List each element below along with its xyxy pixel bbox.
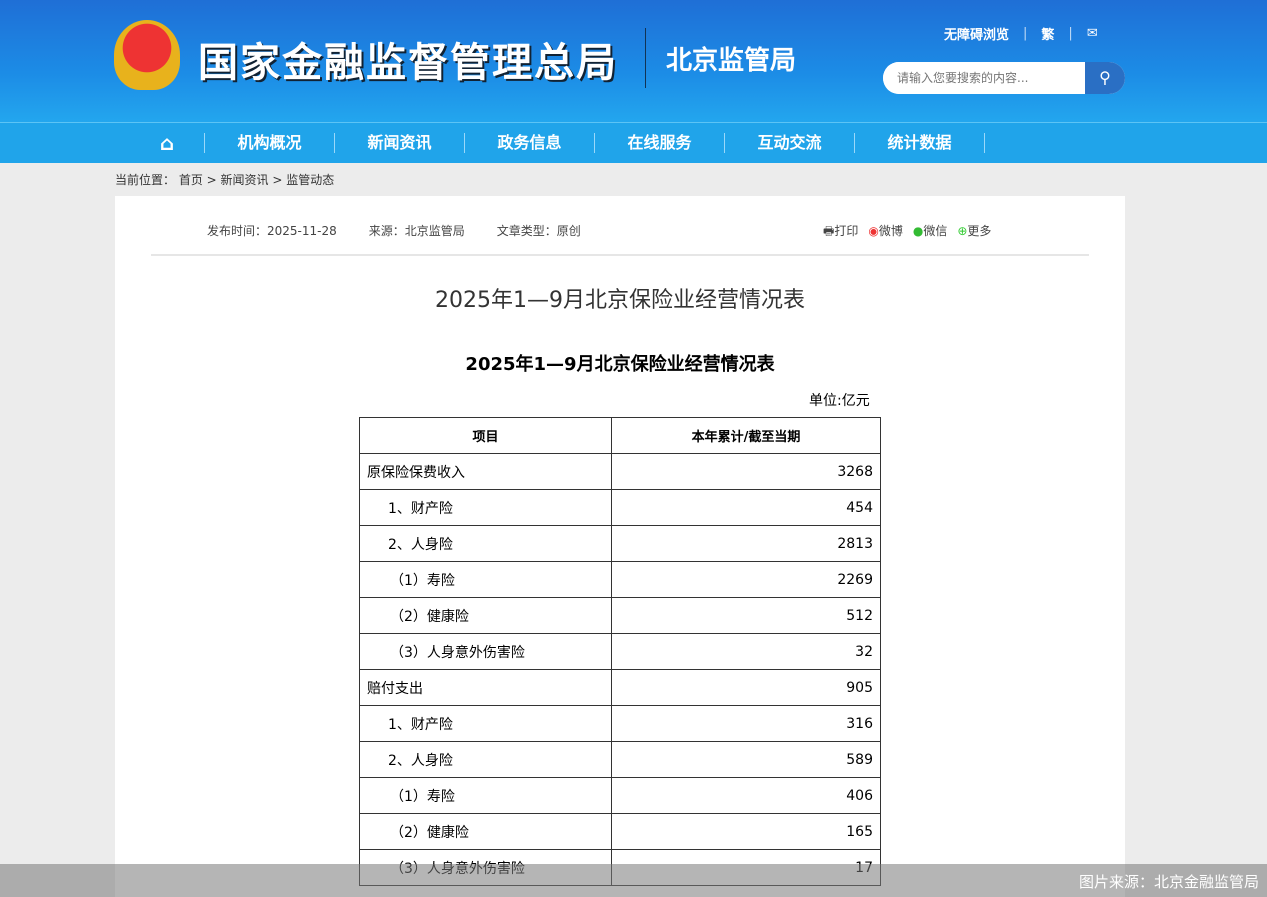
nav-item[interactable]: 新闻资讯: [335, 133, 465, 153]
table-row: （2）健康险 165: [359, 813, 881, 850]
row-label: （2）健康险: [359, 813, 612, 850]
accessibility-link[interactable]: 无障碍浏览: [944, 28, 1010, 43]
logo-divider: [645, 28, 646, 88]
search-input[interactable]: [883, 62, 1083, 94]
row-label: 赔付支出: [359, 669, 612, 706]
row-label: 2、人身险: [359, 741, 612, 778]
more-label: 更多: [967, 224, 992, 238]
site-subtitle[interactable]: 北京监管局: [666, 46, 797, 76]
plus-circle-icon: ⊕: [957, 224, 968, 238]
weibo-label: 微博: [878, 224, 903, 238]
table-header-row: 项目 本年累计/截至当期: [359, 417, 881, 454]
article-type: 文章类型：原创: [496, 224, 581, 238]
table-row: （1）寿险 2269: [359, 561, 881, 598]
row-label: 原保险保费收入: [359, 453, 612, 490]
wechat-button[interactable]: ●微信: [913, 222, 948, 243]
top-links: 无障碍浏览 | 繁 | ✉: [944, 24, 1098, 43]
nav-item[interactable]: 政务信息: [465, 133, 595, 153]
row-value: 589: [611, 741, 881, 778]
divider: [151, 254, 1089, 256]
breadcrumb-path[interactable]: 首页 > 新闻资讯 > 监管动态: [178, 173, 335, 187]
traditional-chinese-link[interactable]: 繁: [1041, 28, 1055, 43]
row-label: 1、财产险: [359, 489, 612, 526]
home-icon[interactable]: ⌂: [130, 133, 205, 153]
row-value: 454: [611, 489, 881, 526]
row-label: （1）寿险: [359, 777, 612, 814]
weibo-icon: ◉: [868, 224, 879, 238]
publish-date: 发布时间：2025-11-28: [207, 224, 337, 238]
row-label: （3）人身意外伤害险: [359, 633, 612, 670]
table-row: 1、财产险 454: [359, 489, 881, 526]
site-header: 国家金融监督管理总局 北京监管局 无障碍浏览 | 繁 | ✉ ⚲: [0, 0, 1267, 122]
row-label: 2、人身险: [359, 525, 612, 562]
table-row: 赔付支出 905: [359, 669, 881, 706]
article-panel: 发布时间：2025-11-28 来源：北京监管局 文章类型：原创 🖶打印 ◉微博…: [115, 196, 1125, 897]
column-header: 项目: [359, 417, 612, 454]
print-label: 打印: [834, 224, 859, 238]
row-value: 3268: [611, 453, 881, 490]
search-box: ⚲: [883, 62, 1125, 94]
column-header: 本年累计/截至当期: [611, 417, 881, 454]
table-row: 2、人身险 2813: [359, 525, 881, 562]
article-title: 2025年1—9月北京保险业经营情况表: [435, 288, 805, 313]
table-title: 2025年1—9月北京保险业经营情况表: [465, 354, 775, 375]
table-row: 2、人身险 589: [359, 741, 881, 778]
weibo-button[interactable]: ◉微博: [868, 222, 903, 243]
row-label: （2）健康险: [359, 597, 612, 634]
insurance-table: 项目 本年累计/截至当期 原保险保费收入 3268 1、财产险 454 2、人身险 2…: [359, 417, 881, 886]
divider: |: [1068, 26, 1073, 41]
unit-label: 单位:亿元: [809, 393, 870, 409]
nav-item[interactable]: 互动交流: [725, 133, 855, 153]
breadcrumb-label: 当前位置：: [115, 173, 176, 187]
mail-icon[interactable]: ✉: [1086, 26, 1098, 41]
row-value: 2269: [611, 561, 881, 598]
row-value: 316: [611, 705, 881, 742]
row-value: 905: [611, 669, 881, 706]
table-row: 原保险保费收入 3268: [359, 453, 881, 490]
print-button[interactable]: 🖶打印: [823, 222, 858, 243]
table-row: （1）寿险 406: [359, 777, 881, 814]
more-button[interactable]: ⊕更多: [957, 222, 991, 243]
printer-icon: 🖶: [823, 224, 835, 238]
row-value: 32: [611, 633, 881, 670]
national-emblem-logo: [114, 20, 180, 90]
table-row: 1、财产险 316: [359, 705, 881, 742]
divider: |: [1023, 26, 1028, 41]
image-caption: 图片来源：北京金融监管局: [1078, 873, 1259, 891]
nav-item[interactable]: 机构概况: [205, 133, 335, 153]
table-row: （3）人身意外伤害险 32: [359, 633, 881, 670]
caption-overlay: [0, 864, 1267, 897]
table-row: （2）健康险 512: [359, 597, 881, 634]
share-bar: 🖶打印 ◉微博 ●微信 ⊕更多: [823, 222, 991, 243]
row-label: （1）寿险: [359, 561, 612, 598]
wechat-label: 微信: [923, 224, 948, 238]
main-nav: ⌂ 机构概况 新闻资讯 政务信息 在线服务 互动交流 统计数据: [0, 122, 1267, 163]
row-value: 512: [611, 597, 881, 634]
wechat-icon: ●: [912, 224, 924, 238]
row-value: 2813: [611, 525, 881, 562]
nav-item[interactable]: 在线服务: [595, 133, 725, 153]
site-logo-title[interactable]: 国家金融监督管理总局: [198, 40, 618, 86]
article-meta: 发布时间：2025-11-28 来源：北京监管局 文章类型：原创: [207, 222, 581, 239]
article-source: 来源：北京监管局: [368, 224, 465, 238]
search-icon[interactable]: ⚲: [1085, 62, 1125, 94]
breadcrumb: 当前位置： 首页 > 新闻资讯 > 监管动态: [115, 171, 334, 188]
row-value: 165: [611, 813, 881, 850]
row-label: 1、财产险: [359, 705, 612, 742]
row-value: 406: [611, 777, 881, 814]
nav-item[interactable]: 统计数据: [855, 133, 985, 153]
